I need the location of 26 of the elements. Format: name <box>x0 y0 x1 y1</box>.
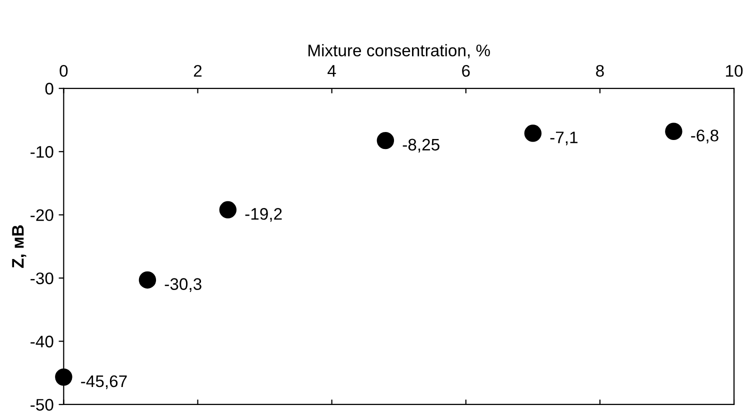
y-tick-label: -40 <box>30 336 54 348</box>
y-tick-label: -50 <box>30 398 54 411</box>
point <box>376 132 394 150</box>
y-tick-label: 0 <box>45 82 54 95</box>
y-tick-label: -20 <box>30 209 54 222</box>
x-tick-label: 2 <box>194 64 202 77</box>
x-tick-label: 0 <box>60 64 68 77</box>
point <box>55 368 72 386</box>
data-label: -6,8 <box>691 130 718 144</box>
point <box>138 271 156 289</box>
x-tick-label: 10 <box>726 64 743 77</box>
y-tick-label: -10 <box>30 146 54 158</box>
x-axis-title: Mixture consentration, % <box>308 44 490 58</box>
point <box>665 122 682 140</box>
data-label: -45,67 <box>81 375 127 390</box>
data-label: -7,1 <box>550 132 578 146</box>
point <box>524 124 542 142</box>
y-axis-title: Z, мВ <box>12 225 26 268</box>
data-label: -8,25 <box>402 138 440 153</box>
data-label: -19,2 <box>245 208 282 222</box>
point <box>219 201 237 218</box>
data-label: -30,3 <box>164 278 202 292</box>
y-tick-label: -30 <box>30 272 54 284</box>
x-tick-label: 4 <box>328 65 336 77</box>
x-tick-label: 8 <box>596 64 604 77</box>
x-tick-label: 6 <box>462 64 470 77</box>
